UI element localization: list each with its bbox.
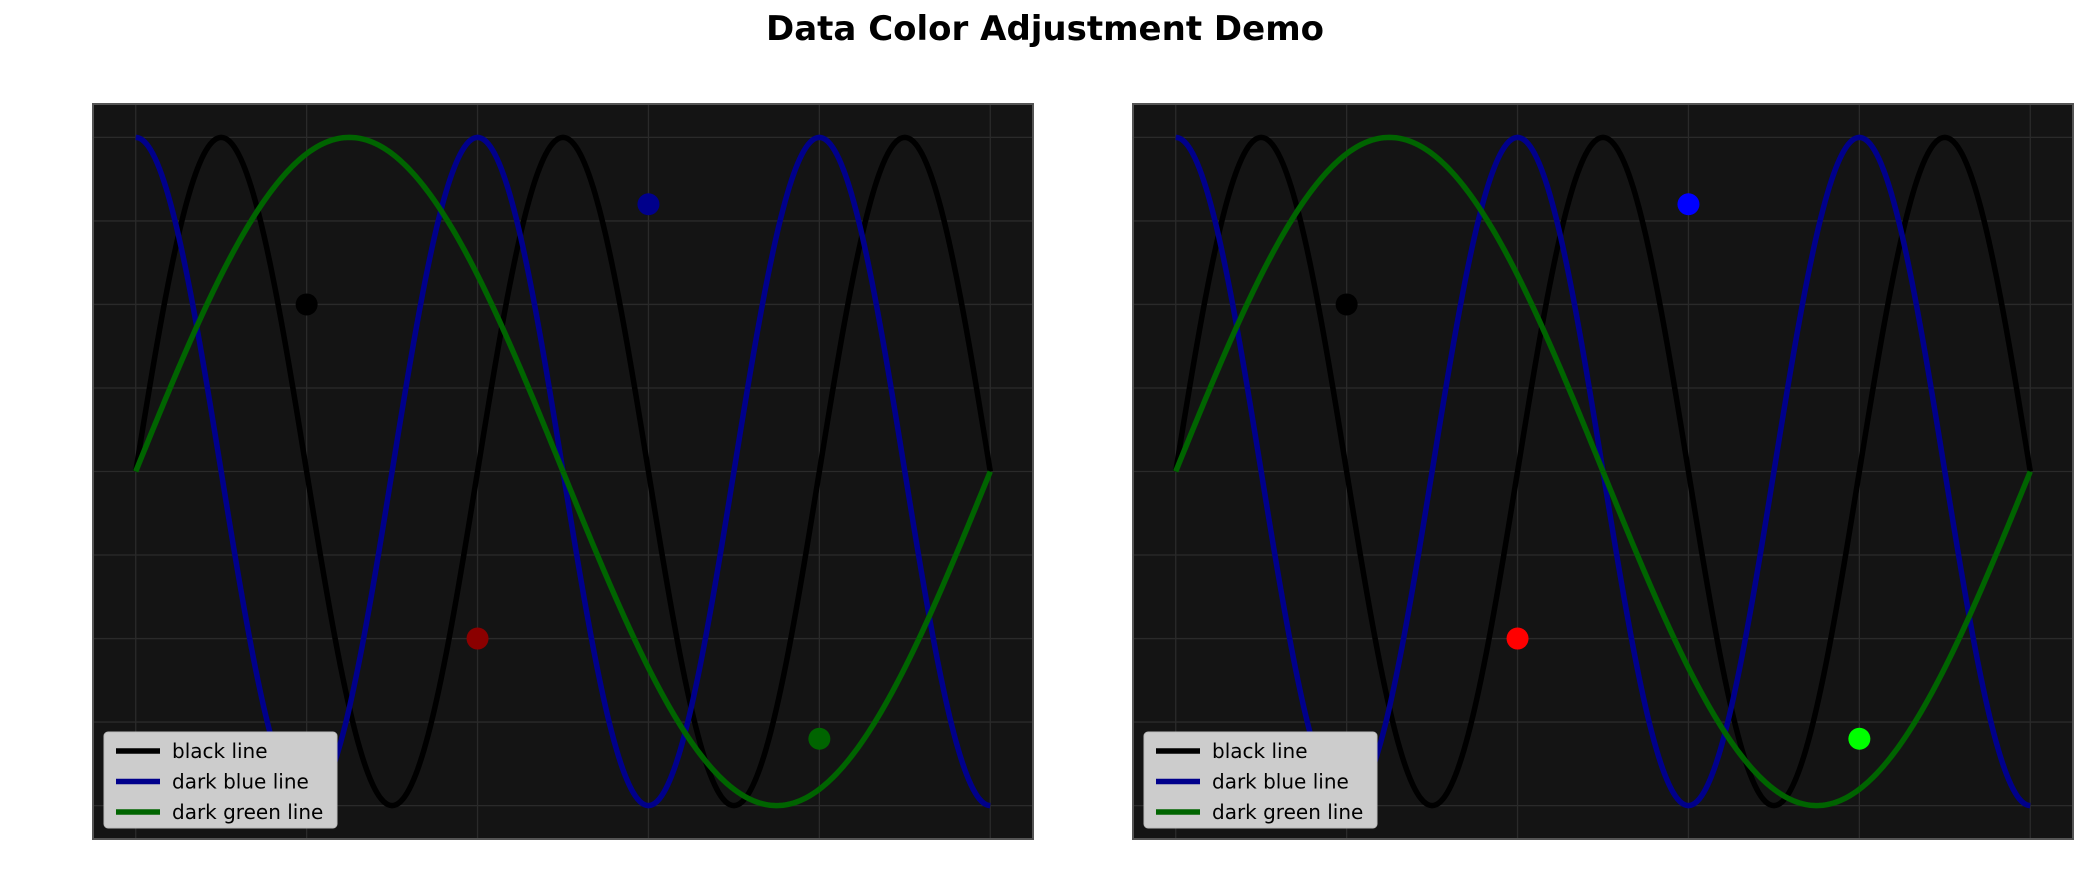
axes-frame: [1132, 103, 2074, 840]
legend-box: [103, 731, 338, 829]
legend-label: dark blue line: [1212, 770, 1349, 794]
data-point: [295, 293, 318, 316]
legend-label: dark green line: [1212, 800, 1363, 824]
series-line-black-line: [1173, 134, 2033, 809]
legend-box: [1143, 731, 1378, 829]
legend: black line dark blue line dark green line: [1143, 731, 1378, 829]
legend-label: dark blue line: [172, 770, 309, 794]
series-group: [133, 134, 993, 809]
data-point: [1677, 193, 1700, 216]
data-point: [1506, 627, 1529, 650]
data-point: [637, 193, 660, 216]
left-panel: black line dark blue line dark green line: [92, 103, 1034, 840]
series-line-black-line: [133, 134, 993, 809]
series-line-dark-green-line: [133, 134, 993, 809]
series-line-dark-green-line: [1173, 134, 2033, 809]
data-point: [808, 727, 831, 750]
legend-label: black line: [172, 739, 268, 763]
legend-label: dark green line: [172, 800, 323, 824]
data-point: [466, 627, 489, 650]
data-point: [1335, 293, 1358, 316]
data-point: [1848, 727, 1871, 750]
figure-title: Data Color Adjustment Demo: [766, 9, 1324, 49]
legend: black line dark blue line dark green line: [103, 731, 338, 829]
legend-label: black line: [1212, 739, 1308, 763]
right-panel: black line dark blue line dark green line: [1132, 103, 2074, 840]
axes-frame: [92, 103, 1034, 840]
